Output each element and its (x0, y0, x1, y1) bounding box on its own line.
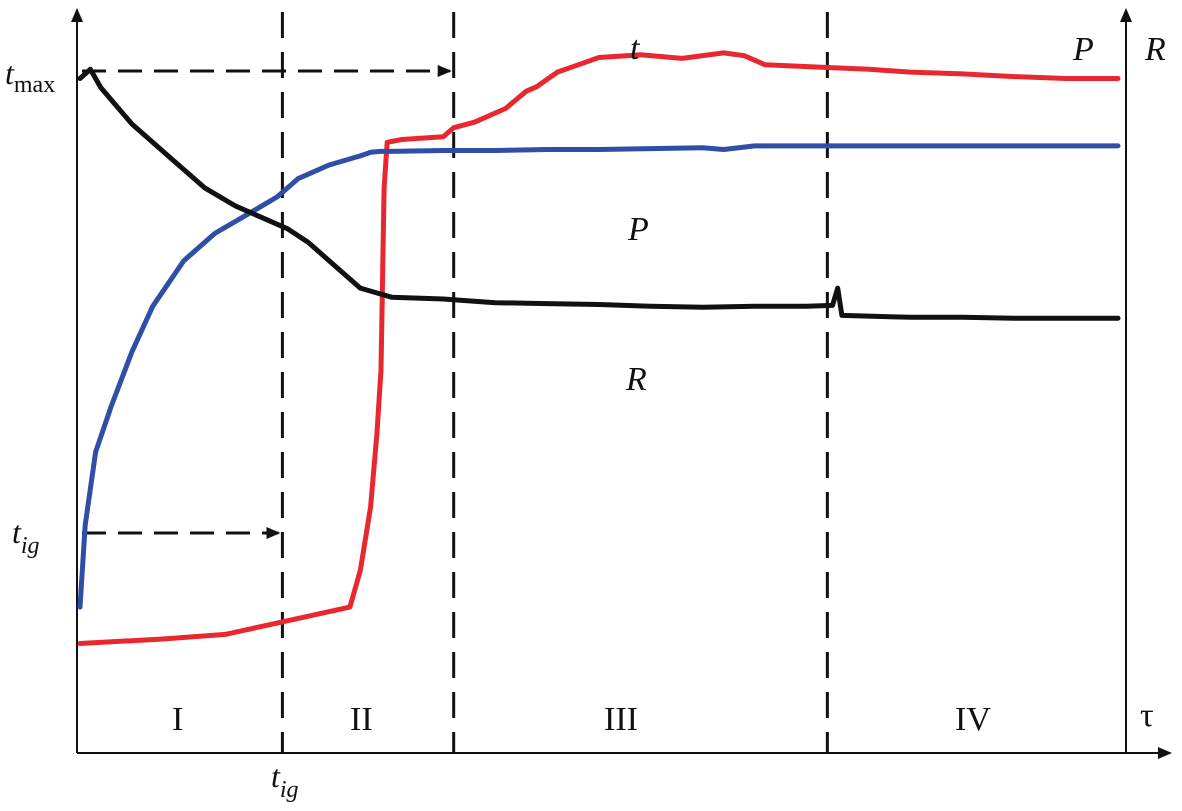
tig-bottom-base: t (271, 758, 281, 794)
series-line-p (77, 143, 1121, 610)
tmax-sub: max (14, 72, 55, 98)
stage-boundaries (280, 12, 829, 753)
tig-bottom-sub: ig (280, 777, 299, 803)
stage-label-1: I (172, 701, 183, 738)
series-line-r (77, 66, 1121, 321)
tig-left-base: t (12, 514, 22, 550)
y-label-r: R (1144, 31, 1166, 68)
tig-left-sub: ig (21, 533, 40, 559)
stage-label-3: III (604, 701, 638, 738)
series-label-r: R (625, 361, 647, 398)
stage-label-2: II (350, 701, 373, 738)
y-label-p: P (1072, 31, 1094, 68)
series-line-t (77, 50, 1121, 646)
guide-arrows (82, 65, 452, 539)
series-layer (77, 50, 1121, 646)
tick-label-tig-left: tig (12, 514, 40, 559)
x-label-tau: τ (1140, 697, 1154, 734)
series-label-p: P (627, 211, 649, 248)
tick-label-tmax: tmax (5, 55, 55, 98)
series-label-t: t (630, 30, 641, 67)
stage-label-4: IV (955, 701, 991, 738)
tmax-base: t (5, 55, 15, 91)
tick-label-tig-bottom: tig (271, 758, 299, 803)
